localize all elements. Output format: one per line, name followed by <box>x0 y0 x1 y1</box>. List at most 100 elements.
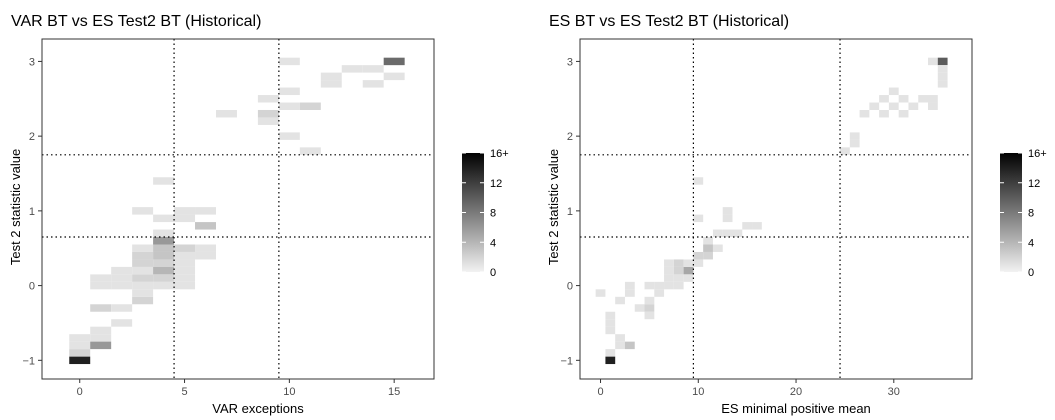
heatmap-cell <box>320 72 342 81</box>
heatmap-cell <box>703 251 713 260</box>
heatmap-cell <box>111 319 133 327</box>
heatmap-cell <box>132 281 154 290</box>
y-tick-label: −1 <box>22 355 35 367</box>
y-tick-label: 1 <box>567 206 573 218</box>
heatmap-cell <box>153 214 175 223</box>
legend-label: 12 <box>1028 178 1040 190</box>
x-tick-label: 10 <box>692 386 704 398</box>
legend-colorbar <box>462 153 484 272</box>
heatmap-cell <box>908 102 919 110</box>
heatmap-cell <box>840 147 850 155</box>
heatmap-cell <box>644 311 655 320</box>
legend-label: 4 <box>490 237 496 249</box>
heatmap-cell <box>174 244 196 252</box>
heatmap-cell <box>888 87 899 96</box>
legend-label: 16+ <box>1028 148 1047 160</box>
heatmap-cell <box>90 274 112 282</box>
heatmap-cell <box>278 102 300 110</box>
legend: 16+ 12 8 4 0 <box>462 148 509 279</box>
heatmap-cell <box>111 304 133 312</box>
heatmap-cell <box>132 207 154 215</box>
x-tick-label: 5 <box>181 386 187 398</box>
heatmap-cell <box>644 296 655 305</box>
heatmap-cell <box>849 139 860 148</box>
legend-colorbar <box>1000 153 1022 272</box>
y-tick-label: 3 <box>567 56 573 68</box>
heatmap-cell <box>195 222 216 230</box>
y-tick-label: −1 <box>560 355 573 367</box>
heatmap-cell <box>195 244 216 252</box>
heatmap-cell <box>90 326 112 335</box>
x-axis-label: ES minimal positive mean <box>721 401 871 416</box>
heatmap-cell <box>153 177 175 185</box>
heatmap-cell <box>928 57 938 66</box>
heatmap-cell <box>278 132 300 140</box>
legend-label: 8 <box>1028 208 1034 220</box>
heatmap-cell <box>257 95 279 103</box>
y-tick-label: 2 <box>29 131 35 143</box>
heatmap-cell <box>673 259 684 267</box>
heatmap-cell <box>752 222 762 230</box>
heatmap-cell <box>654 289 665 297</box>
heatmap-cell <box>703 244 713 252</box>
heatmap-cell <box>673 281 684 290</box>
heatmap-cell <box>624 289 635 297</box>
heatmap-cell <box>634 304 645 312</box>
heatmap-cell <box>644 304 655 312</box>
heatmap-cell <box>595 289 606 297</box>
heatmap-cell <box>898 109 909 118</box>
heatmap-cell <box>605 326 616 335</box>
heatmap-cell <box>673 274 684 282</box>
heatmap-cell <box>153 229 175 238</box>
heatmap-cell <box>722 214 733 223</box>
heatmap-cell <box>937 65 948 73</box>
heatmap-cell <box>111 266 133 275</box>
heatmap-cell <box>742 222 753 230</box>
heatmap-cell <box>111 274 133 282</box>
heatmap-cell <box>174 281 196 290</box>
heatmap-cell <box>683 274 694 282</box>
heatmap-cell <box>174 266 196 275</box>
legend-label: 4 <box>1028 237 1034 249</box>
heatmap-cell <box>153 281 175 290</box>
heatmap-cells <box>69 57 405 365</box>
x-axis-label: VAR exceptions <box>212 401 304 416</box>
heatmap-cell <box>898 95 909 103</box>
heatmap-cell <box>153 266 175 275</box>
heatmap-cell <box>605 356 616 365</box>
heatmap-cell <box>693 214 704 223</box>
heatmap-cell <box>153 251 175 260</box>
heatmap-cell <box>693 251 704 260</box>
chart-panel-var-bt: VAR BT vs ES Test2 BT (Historical) VAR e… <box>8 13 509 416</box>
heatmap-cell <box>278 57 300 66</box>
heatmap-cell <box>153 259 175 267</box>
heatmap-cell <box>174 207 196 215</box>
heatmap-cell <box>90 341 112 350</box>
heatmap-cell <box>111 281 133 290</box>
y-axis-label: Test 2 statistic value <box>546 149 561 265</box>
legend-label: 0 <box>1028 267 1034 279</box>
heatmap-cell <box>683 266 694 275</box>
heatmap-cell <box>615 334 625 342</box>
legend-label: 16+ <box>490 148 509 160</box>
chart-title: VAR BT vs ES Test2 BT (Historical) <box>11 13 261 30</box>
heatmap-cell <box>299 102 321 110</box>
heatmap-cell <box>90 304 112 312</box>
heatmap-cell <box>683 259 694 267</box>
heatmap-cell <box>605 319 616 327</box>
heatmap-cell <box>615 296 625 305</box>
heatmap-cell <box>320 80 342 88</box>
panel-border <box>41 38 435 380</box>
heatmap-cell <box>132 274 154 282</box>
heatmap-cell <box>937 80 948 88</box>
heatmap-cell <box>849 132 860 140</box>
legend: 16+ 12 8 4 0 <box>1000 148 1047 279</box>
heatmap-cell <box>90 281 112 290</box>
heatmap-cell <box>644 281 655 290</box>
heatmap-cell <box>215 109 237 118</box>
y-tick-label: 0 <box>567 281 573 293</box>
x-tick-label: 10 <box>283 386 295 398</box>
heatmap-cell <box>879 109 889 118</box>
y-tick-label: 2 <box>567 131 573 143</box>
